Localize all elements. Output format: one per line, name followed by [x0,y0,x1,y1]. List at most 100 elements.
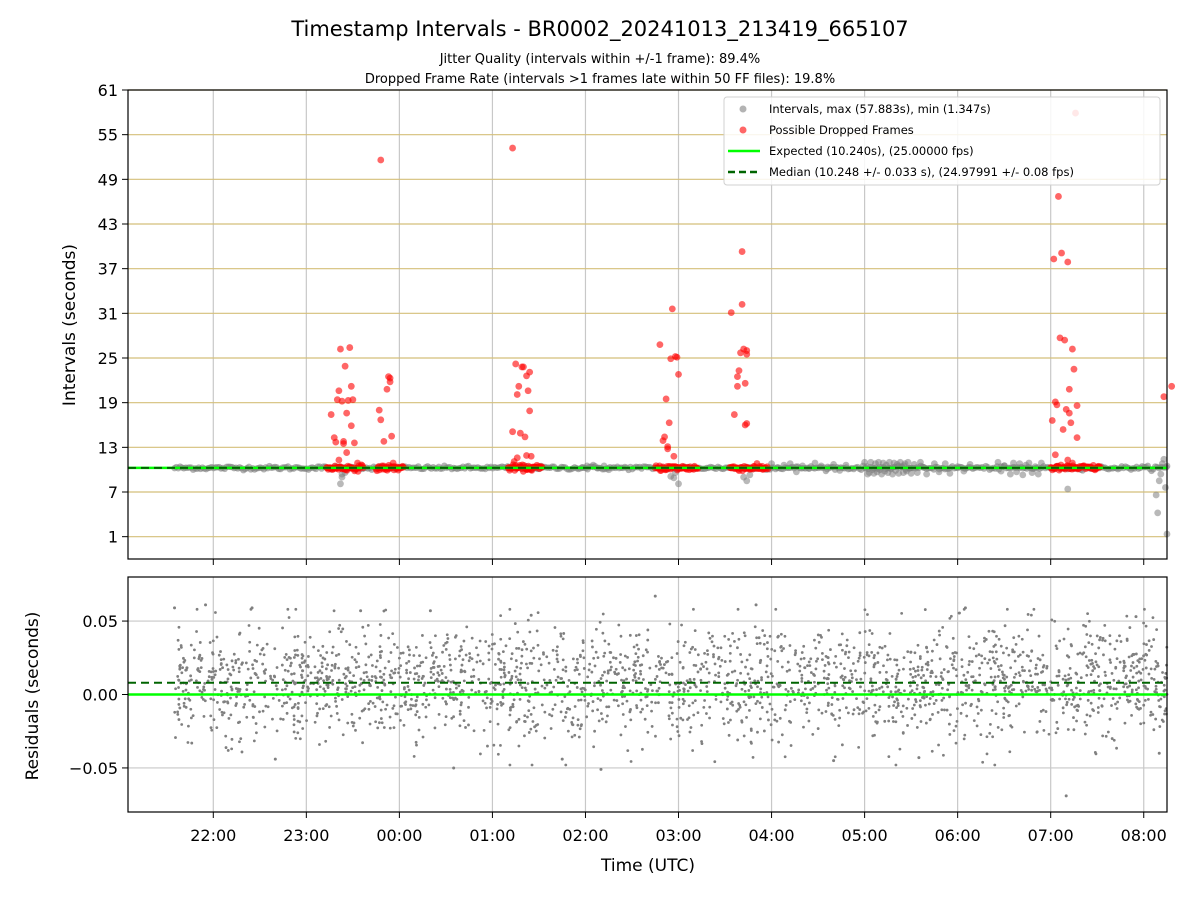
interval-point [1010,459,1017,467]
residual-point [964,678,968,682]
residual-point [336,688,339,691]
residual-point [178,667,182,671]
residual-point [612,656,615,660]
residual-point [407,648,411,652]
residual-point [575,668,579,672]
residual-point [210,728,214,732]
residual-point [401,651,405,655]
residual-point [756,730,759,734]
residual-point [1112,738,1116,742]
residual-point [293,649,297,652]
residual-point [621,666,625,670]
bottom-y-tick-label: −0.05 [69,759,118,778]
residual-point [596,697,600,700]
residual-point [1056,683,1060,687]
residual-point [1117,679,1121,683]
residual-point [273,647,277,651]
residual-point [208,641,212,644]
residual-point [981,760,985,764]
residual-point [177,703,181,706]
residual-point [399,651,403,655]
residual-point [967,686,971,690]
residual-point [928,718,932,722]
residual-point [811,733,815,736]
residual-point [508,713,512,717]
residual-point [637,647,640,651]
residual-point [561,719,565,723]
residual-point [924,721,928,725]
residual-point [444,676,448,679]
residual-point [262,670,266,673]
residual-point [548,713,551,716]
residual-point [1002,712,1006,716]
residual-point [309,671,313,675]
residual-point [218,708,222,711]
residual-point [532,656,536,660]
residual-point [582,667,586,670]
residual-point [972,719,976,722]
residual-outlier-point [204,603,208,607]
residual-point [460,669,464,673]
residual-point [691,645,695,649]
residual-point [1088,714,1092,718]
residual-point [705,685,709,688]
residual-point [1092,688,1096,692]
residual-point [425,698,428,702]
residual-point [873,662,877,665]
residual-point [769,657,773,661]
chart-subtitle-jitter: Jitter Quality (intervals within +/-1 fr… [439,52,761,67]
residual-point [463,669,466,673]
residual-point [331,679,335,682]
residual-point [887,696,891,700]
residual-point [976,712,980,715]
residual-point [620,678,623,682]
residual-point [736,738,740,742]
residual-point [752,695,756,699]
residual-point [251,663,254,667]
residual-point [825,688,828,692]
residual-point [526,618,530,622]
residual-point [949,713,952,717]
residual-point [934,683,938,686]
residual-point [212,698,215,702]
residual-point [322,679,325,683]
residual-point [758,701,762,705]
residual-point [1018,674,1022,677]
residual-point [688,730,692,734]
residual-point [235,695,238,699]
residual-point [691,701,695,705]
x-tick-label: 00:00 [376,826,422,845]
residual-point [564,669,568,673]
residual-point [545,683,549,687]
residual-point [991,650,994,654]
interval-point [930,460,938,468]
residual-point [237,670,241,674]
residual-point [1143,607,1146,611]
residual-point [668,701,672,704]
residual-point [361,625,365,629]
residual-point [453,635,457,639]
residual-point [174,687,177,691]
residual-point [238,631,242,635]
residual-point [576,718,580,721]
residual-point [1160,718,1164,722]
residual-point [549,727,553,730]
residual-point [845,644,849,648]
residual-outlier-point [1064,794,1068,798]
residual-point [897,668,901,672]
residual-point [949,657,952,661]
residual-point [915,683,919,687]
residual-point [655,675,659,678]
residual-point [417,678,420,682]
residual-point [282,701,286,705]
residual-point [993,687,997,691]
residual-point [770,707,774,711]
residual-point [963,733,967,737]
residual-point [424,656,428,660]
residual-outlier-point [917,756,921,760]
residual-point [863,689,867,693]
residual-point [434,655,438,659]
residual-point [1152,638,1156,641]
residual-point [482,728,486,732]
residual-point [708,705,712,709]
